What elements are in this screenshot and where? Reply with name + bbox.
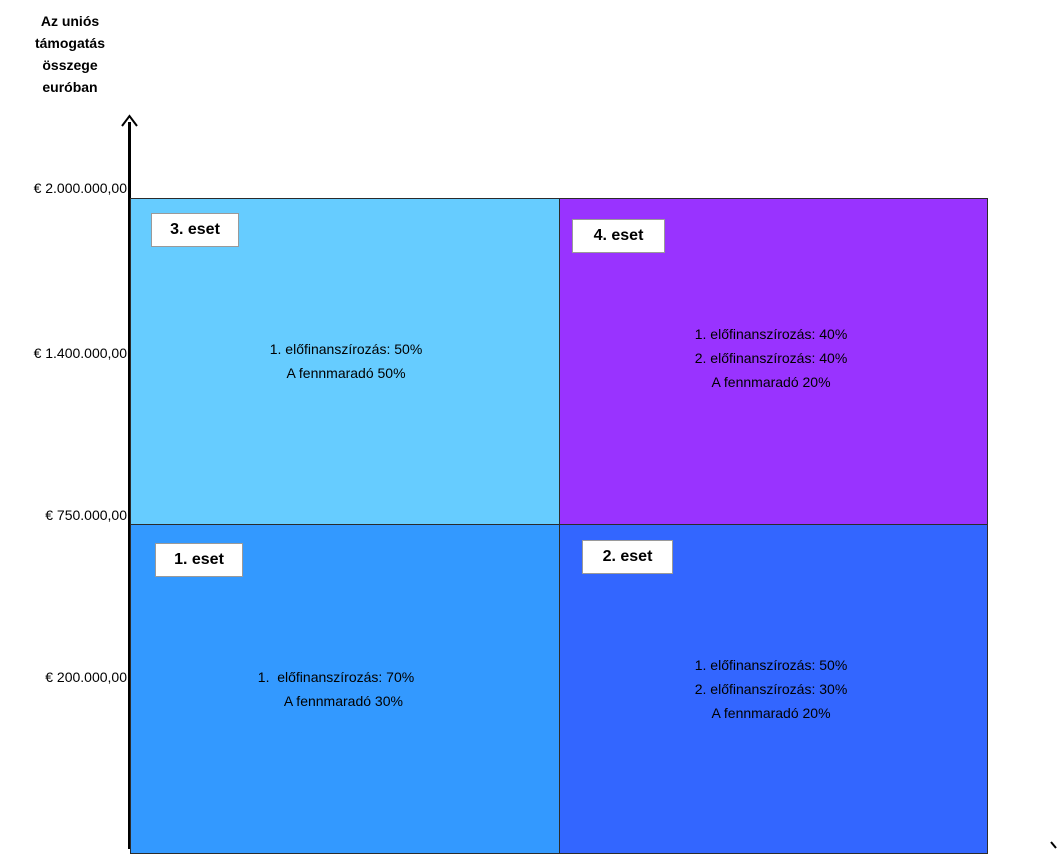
quadrant-case-2: 2. eset 1. előfinanszírozás: 50% 2. előf… [559, 524, 988, 854]
quadrant-text: 1. előfinanszírozás: 40% 2. előfinanszír… [646, 322, 896, 394]
quadrant-text-line: 2. előfinanszírozás: 30% [694, 681, 848, 697]
y-axis-title: Az uniós támogatás összege euróban [0, 10, 140, 98]
quadrant-text-line: A fennmaradó 30% [269, 693, 403, 709]
quadrant-text-line: A fennmaradó 50% [286, 365, 406, 381]
y-axis-title-line: összege [42, 57, 98, 73]
y-axis-title-line: támogatás [34, 35, 106, 51]
case-badge: 3. eset [151, 213, 239, 247]
quadrant-text-line: 1. előfinanszírozás: 70% [257, 669, 415, 685]
y-tick-label: € 2.000.000,00 [33, 180, 127, 196]
case-badge: 1. eset [155, 543, 243, 577]
y-tick-label: € 1.400.000,00 [33, 345, 127, 361]
y-tick-label: € 200.000,00 [45, 669, 127, 685]
quadrant-case-3: 3. eset 1. előfinanszírozás: 50% A fennm… [130, 198, 560, 525]
quadrant-text-line: A fennmaradó 20% [711, 374, 831, 390]
x-axis-arrow-icon [1050, 841, 1057, 849]
quadrant-text: 1. előfinanszírozás: 70% A fennmaradó 30… [211, 665, 461, 713]
quadrant-text-line: 1. előfinanszírozás: 40% [694, 326, 848, 342]
quadrant-text-line: 1. előfinanszírozás: 50% [694, 657, 848, 673]
case-badge: 2. eset [582, 540, 673, 574]
quadrant-text: 1. előfinanszírozás: 50% A fennmaradó 50… [221, 337, 471, 385]
quadrant-text-line: A fennmaradó 20% [711, 705, 831, 721]
y-tick-label: € 750.000,00 [45, 507, 127, 523]
y-axis-arrow-icon [121, 114, 138, 127]
y-axis-title-line: Az uniós [40, 13, 100, 29]
y-axis-line [128, 122, 131, 849]
quadrant-text-line: 2. előfinanszírozás: 40% [694, 350, 848, 366]
quadrant-text: 1. előfinanszírozás: 50% 2. előfinanszír… [646, 653, 896, 725]
y-axis-title-line: euróban [42, 79, 98, 95]
case-badge: 4. eset [572, 219, 665, 253]
quadrant-case-1: 1. eset 1. előfinanszírozás: 70% A fennm… [130, 524, 560, 854]
quadrant-case-4: 4. eset 1. előfinanszírozás: 40% 2. előf… [559, 198, 988, 525]
quadrant-text-line: 1. előfinanszírozás: 50% [269, 341, 423, 357]
